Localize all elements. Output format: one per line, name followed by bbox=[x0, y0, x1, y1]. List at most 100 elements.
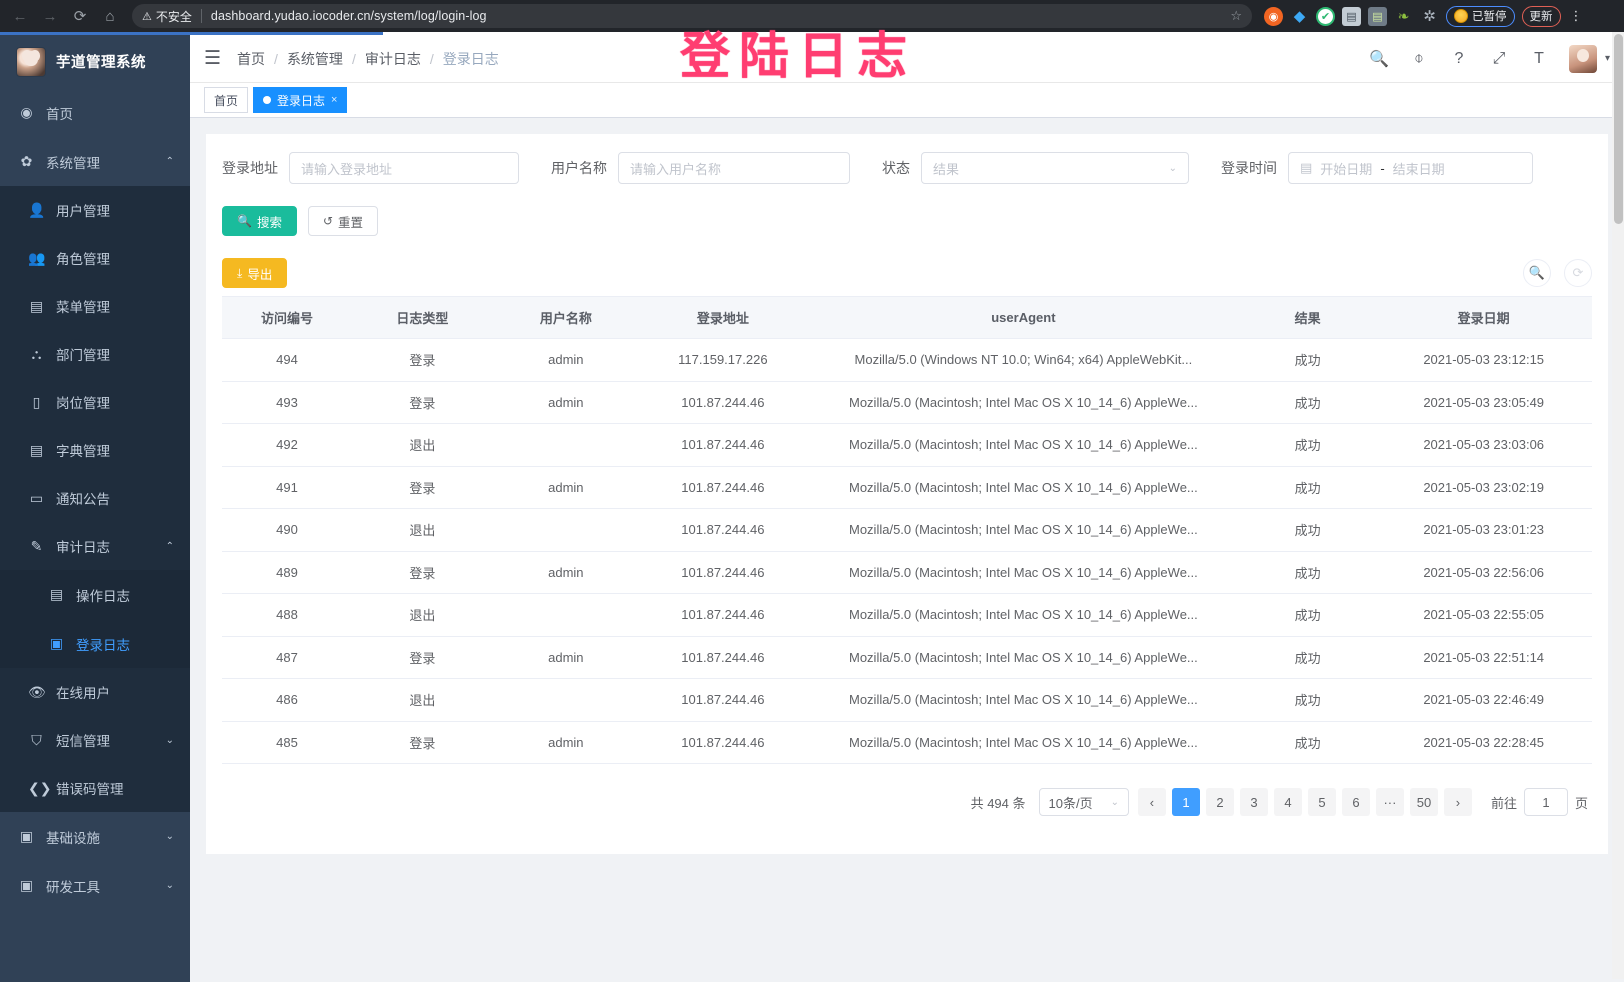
sidebar-item-menus[interactable]: ▤ 菜单管理 bbox=[0, 282, 190, 330]
back-arrow-icon[interactable]: ← bbox=[12, 7, 28, 25]
login-log-table: 访问编号 日志类型 用户名称 登录地址 userAgent 结果 登录日期 49… bbox=[222, 296, 1592, 764]
next-page-button[interactable]: › bbox=[1443, 788, 1472, 816]
table-row[interactable]: 494 登录 admin 117.159.17.226 Mozilla/5.0 (Win… bbox=[222, 338, 1592, 382]
hamburger-menu-icon[interactable]: ☰ bbox=[204, 48, 222, 69]
sidebar-item-error-codes[interactable]: ❮❯ 错误码管理 bbox=[0, 764, 190, 812]
prev-page-button[interactable]: ‹ bbox=[1137, 788, 1166, 816]
bookmark-star-icon[interactable]: ☆ bbox=[1230, 8, 1242, 23]
cell-type: 退出 bbox=[351, 678, 493, 722]
sidebar-item-home[interactable]: ◉ 首页 bbox=[0, 88, 190, 137]
sidebar-item-online-users[interactable]: 👁 在线用户 bbox=[0, 668, 190, 716]
table-row[interactable]: 493 登录 admin 101.87.244.46 Mozilla/5.0 (Maci… bbox=[222, 381, 1592, 424]
table-row[interactable]: 492 退出 101.87.244.46 Mozilla/5.0 (Macintosh… bbox=[222, 423, 1592, 467]
status-select[interactable]: 结果 ⌄ bbox=[921, 152, 1189, 184]
puzzle-extension[interactable]: ✲ bbox=[1423, 8, 1436, 25]
list-on-extension[interactable]: ▤ bbox=[1368, 6, 1387, 26]
page-size-label: 10条/页 bbox=[1048, 795, 1093, 811]
tab-login-log[interactable]: 登录日志 × bbox=[253, 87, 348, 113]
table-row[interactable]: 488 退出 101.87.244.46 Mozilla/5.0 (Macintosh… bbox=[222, 593, 1592, 637]
leaf-extension[interactable]: ❧ bbox=[1397, 7, 1410, 24]
blue-diamond-extension[interactable]: ◆ bbox=[1293, 8, 1306, 25]
sidebar-item-dev-tools[interactable]: ▣ 研发工具 ⌄ bbox=[0, 861, 190, 910]
search-button[interactable]: 🔍 搜索 bbox=[222, 206, 297, 236]
avatar[interactable] bbox=[1568, 44, 1597, 73]
breadcrumb-separator: / bbox=[351, 50, 356, 67]
home-icon[interactable]: ⌂ bbox=[105, 7, 115, 25]
sidebar-item-system[interactable]: ✿ 系统管理 ⌃ bbox=[0, 137, 190, 186]
breadcrumb-separator: / bbox=[429, 50, 434, 67]
page-button-3[interactable]: 3 bbox=[1239, 788, 1268, 816]
sidebar-item-notices[interactable]: ▭ 通知公告 bbox=[0, 474, 190, 522]
sidebar-logo[interactable]: 芋道管理系统 bbox=[0, 35, 190, 88]
page-button-2[interactable]: 2 bbox=[1205, 788, 1234, 816]
page-jump: 前往 1 页 bbox=[1491, 788, 1588, 816]
cell-id: 494 bbox=[222, 338, 352, 382]
sidebar-item-users[interactable]: 👤 用户管理 bbox=[0, 186, 190, 234]
page-button-last[interactable]: 50 bbox=[1409, 788, 1438, 816]
chrome-menu-icon[interactable]: ⋮ bbox=[1569, 8, 1584, 23]
cell-type: 登录 bbox=[351, 381, 493, 424]
page-scrollbar[interactable] bbox=[1612, 32, 1624, 979]
username-input[interactable]: 请输入用户名称 bbox=[618, 152, 850, 184]
menu-icon: ▤ bbox=[29, 297, 44, 314]
column-header-type: 日志类型 bbox=[351, 296, 493, 339]
document-badge-extension[interactable]: ▤ bbox=[1342, 6, 1361, 26]
page-button-4[interactable]: 4 bbox=[1273, 788, 1302, 816]
reload-icon[interactable]: ⟳ bbox=[73, 8, 87, 25]
login-address-input[interactable]: 请输入登录地址 bbox=[289, 152, 519, 184]
sidebar-item-operation-log[interactable]: ▤ 操作日志 bbox=[0, 570, 190, 619]
login-time-range-picker[interactable]: ▤ 开始日期 - 结束日期 bbox=[1288, 152, 1533, 184]
logo-title: 芋道管理系统 bbox=[56, 55, 146, 71]
cell-useragent: Mozilla/5.0 (Macintosh; Intel Mac OS X 1… bbox=[806, 721, 1240, 764]
page-size-select[interactable]: 10条/页 ⌄ bbox=[1038, 788, 1129, 816]
search-toggle-button[interactable]: 🔍 bbox=[1523, 259, 1551, 287]
table-row[interactable]: 489 登录 admin 101.87.244.46 Mozilla/5.0 (Maci… bbox=[222, 551, 1592, 594]
green-circle-extension[interactable]: ✔ bbox=[1316, 6, 1335, 26]
sidebar-item-infrastructure[interactable]: ▣ 基础设施 ⌄ bbox=[0, 812, 190, 861]
update-button[interactable]: 更新 bbox=[1521, 5, 1561, 27]
export-button[interactable]: ⤓ 导出 bbox=[222, 258, 288, 288]
sidebar-item-roles[interactable]: 👥 角色管理 bbox=[0, 234, 190, 282]
cell-result: 成功 bbox=[1239, 551, 1376, 594]
scrollbar-thumb[interactable] bbox=[1614, 34, 1623, 224]
table-row[interactable]: 491 登录 admin 101.87.244.46 Mozilla/5.0 (Maci… bbox=[222, 466, 1592, 509]
cell-username: admin bbox=[492, 381, 639, 424]
table-row[interactable]: 485 登录 admin 101.87.244.46 Mozilla/5.0 (Maci… bbox=[222, 721, 1592, 764]
reset-button[interactable]: ↺ 重置 bbox=[307, 206, 379, 236]
breadcrumb-item-system[interactable]: 系统管理 bbox=[286, 50, 343, 67]
chevron-down-icon: ⌄ bbox=[1110, 796, 1119, 808]
github-icon[interactable]: ⌽ bbox=[1414, 49, 1424, 67]
page-ellipsis[interactable]: ··· bbox=[1375, 788, 1404, 816]
sidebar-item-login-log[interactable]: ▣ 登录日志 bbox=[0, 619, 190, 668]
breadcrumb-item-audit[interactable]: 审计日志 bbox=[364, 50, 421, 67]
sidebar-item-dictionary[interactable]: ▤ 字典管理 bbox=[0, 426, 190, 474]
search-icon[interactable]: 🔍 bbox=[1369, 50, 1389, 68]
sidebar-item-audit-log[interactable]: ✎ 审计日志 ⌃ bbox=[0, 522, 190, 570]
sidebar-item-posts[interactable]: ▯ 岗位管理 bbox=[0, 378, 190, 426]
shield-icon: ⛉ bbox=[31, 731, 42, 748]
sidebar-item-sms[interactable]: ⛉ 短信管理 ⌄ bbox=[0, 716, 190, 764]
forward-arrow-icon[interactable]: → bbox=[42, 7, 58, 25]
fullscreen-icon[interactable]: ⤢ bbox=[1492, 49, 1506, 67]
table-row[interactable]: 490 退出 101.87.244.46 Mozilla/5.0 (Macintosh… bbox=[222, 508, 1592, 552]
address-bar[interactable]: ⚠ 不安全 dashboard.yudao.iocoder.cn/system/… bbox=[132, 4, 1252, 28]
orange-circle-extension[interactable]: ◉ bbox=[1264, 6, 1283, 26]
tab-home[interactable]: 首页 bbox=[204, 87, 249, 113]
paused-status-pill[interactable]: 已暂停 bbox=[1446, 5, 1515, 27]
jump-page-input[interactable]: 1 bbox=[1523, 788, 1568, 816]
table-row[interactable]: 486 退出 101.87.244.46 Mozilla/5.0 (Macintosh… bbox=[222, 678, 1592, 722]
page-button-5[interactable]: 5 bbox=[1307, 788, 1336, 816]
help-icon[interactable]: ? bbox=[1454, 49, 1464, 67]
field-username: 用户名称 请输入用户名称 bbox=[551, 152, 850, 184]
breadcrumb-item-home[interactable]: 首页 bbox=[237, 50, 266, 67]
chevron-down-icon[interactable]: ▾ bbox=[1604, 53, 1610, 64]
refresh-table-button[interactable]: ⟳ bbox=[1564, 259, 1592, 287]
table-row[interactable]: 487 登录 admin 101.87.244.46 Mozilla/5.0 (Maci… bbox=[222, 636, 1592, 679]
sidebar-item-departments[interactable]: ⛬ 部门管理 bbox=[0, 330, 190, 378]
font-size-icon[interactable]: T bbox=[1534, 49, 1544, 67]
close-icon[interactable]: × bbox=[331, 94, 338, 106]
content-area: 登录地址 请输入登录地址 用户名称 请输入用户名称 状态 结果 ⌄ bbox=[190, 118, 1624, 982]
page-button-1[interactable]: 1 bbox=[1171, 788, 1200, 816]
infra-icon: ▣ bbox=[19, 828, 34, 844]
page-button-6[interactable]: 6 bbox=[1341, 788, 1370, 816]
